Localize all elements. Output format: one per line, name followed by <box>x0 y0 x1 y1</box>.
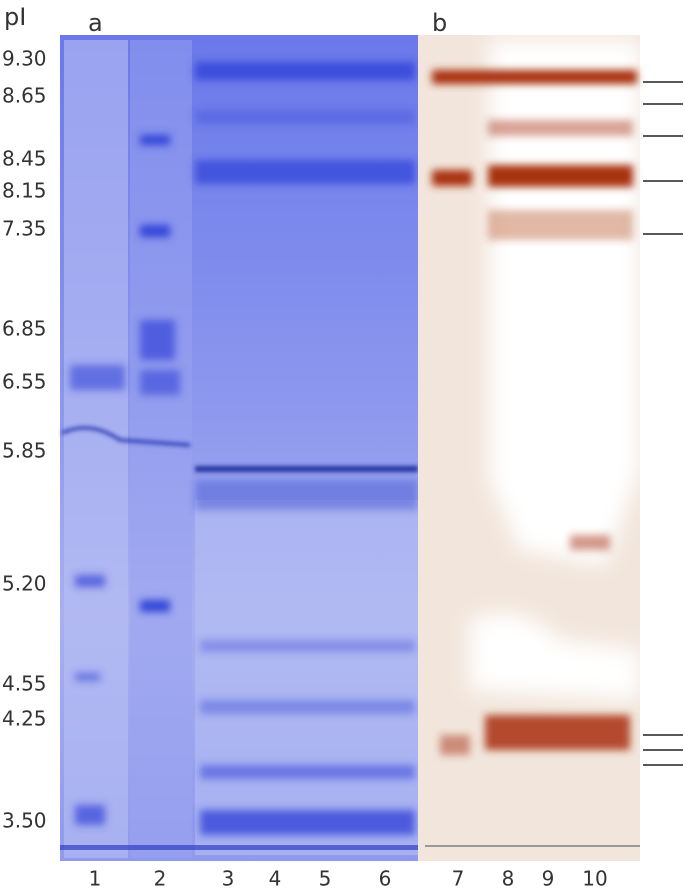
lane-label: 3 <box>222 867 235 891</box>
pi-marker-label: 6.85 <box>2 317 47 341</box>
pi-marker-label: 5.20 <box>2 572 47 596</box>
pi-marker-label: 4.55 <box>2 672 47 696</box>
lane-label: 1 <box>89 867 102 891</box>
pi-marker-label: 6.55 <box>2 370 47 394</box>
gel-panel-b <box>418 35 640 861</box>
lane-label: 8 <box>502 867 515 891</box>
panel-label: b <box>432 9 447 37</box>
pi-marker-label: 9.30 <box>2 47 47 71</box>
panel-label: a <box>88 9 103 37</box>
lane-label: 9 <box>542 867 555 891</box>
lane-label: 4 <box>269 867 282 891</box>
labels: 9.30 8.65 8.45 8.15 7.35 6.85 6.55 5.85 5.20 4.55… <box>2 47 608 891</box>
lane-label: 5 <box>319 867 332 891</box>
gel-panel-a <box>60 35 418 861</box>
pi-marker-label: 8.45 <box>2 147 47 171</box>
pi-marker-label: 8.15 <box>2 179 47 203</box>
lane-label: 2 <box>154 867 167 891</box>
pi-marker-label: 7.35 <box>2 217 47 241</box>
pi-marker-label: 5.85 <box>2 439 47 463</box>
right-markers <box>643 81 683 766</box>
pi-marker-label: 8.65 <box>2 84 47 108</box>
pi-marker-label: 3.50 <box>2 809 47 833</box>
lane-label: 6 <box>379 867 392 891</box>
lane-label: 10 <box>582 867 607 891</box>
pi-marker-label: 4.25 <box>2 707 47 731</box>
lane-label: 7 <box>452 867 465 891</box>
axis-label: pI <box>4 3 26 31</box>
